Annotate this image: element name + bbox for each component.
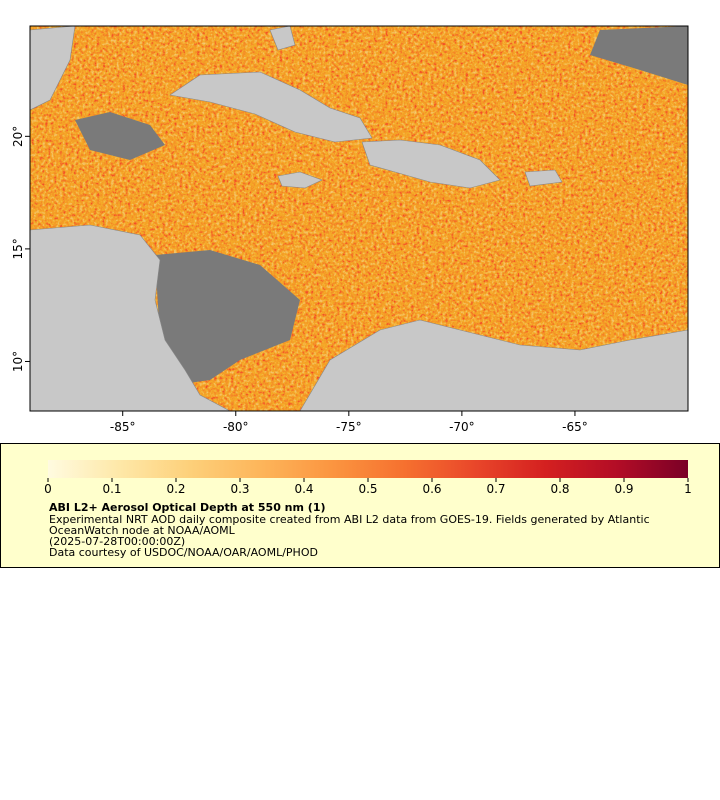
colorbar-ramp — [48, 460, 688, 478]
x-tick-label: -65° — [562, 420, 588, 434]
y-tick-label: 10° — [11, 351, 25, 372]
colorbar-tick-label: 0.5 — [358, 482, 377, 496]
map-frame — [29, 25, 689, 412]
colorbar-tick-label: 1 — [684, 482, 692, 496]
colorbar: 0 0.1 0.2 0.3 0.4 0.5 0.6 0.7 0.8 0.9 1 — [44, 460, 692, 496]
colorbar-tick-label: 0.4 — [294, 482, 313, 496]
colorbar-tick-label: 0.6 — [422, 482, 441, 496]
legend-description: Experimental NRT AOD daily composite cre… — [49, 513, 650, 537]
x-tick-label: -75° — [336, 420, 362, 434]
map: -85° -80° -75° -70° -65° 10° 15° 20° — [11, 25, 689, 434]
x-tick-label: -85° — [110, 420, 136, 434]
colorbar-tick-label: 0.9 — [614, 482, 633, 496]
legend-time: (2025-07-28T00:00:00Z) — [49, 535, 186, 548]
y-tick-label: 15° — [11, 238, 25, 259]
x-tick-label: -70° — [449, 420, 475, 434]
y-tick-label: 20° — [11, 126, 25, 147]
colorbar-tick-label: 0.2 — [166, 482, 185, 496]
colorbar-tick-label: 0.8 — [550, 482, 569, 496]
colorbar-tick-label: 0.1 — [102, 482, 121, 496]
map-area — [30, 26, 688, 411]
land — [30, 26, 688, 411]
colorbar-tick-label: 0.7 — [486, 482, 505, 496]
x-tick-label: -80° — [223, 420, 249, 434]
colorbar-tick-label: 0 — [44, 482, 52, 496]
colorbar-tick-label: 0.3 — [230, 482, 249, 496]
legend-title: ABI L2+ Aerosol Optical Depth at 550 nm … — [49, 501, 326, 514]
legend-credit: Data courtesy of USDOC/NOAA/OAR/AOML/PHO… — [49, 546, 318, 559]
